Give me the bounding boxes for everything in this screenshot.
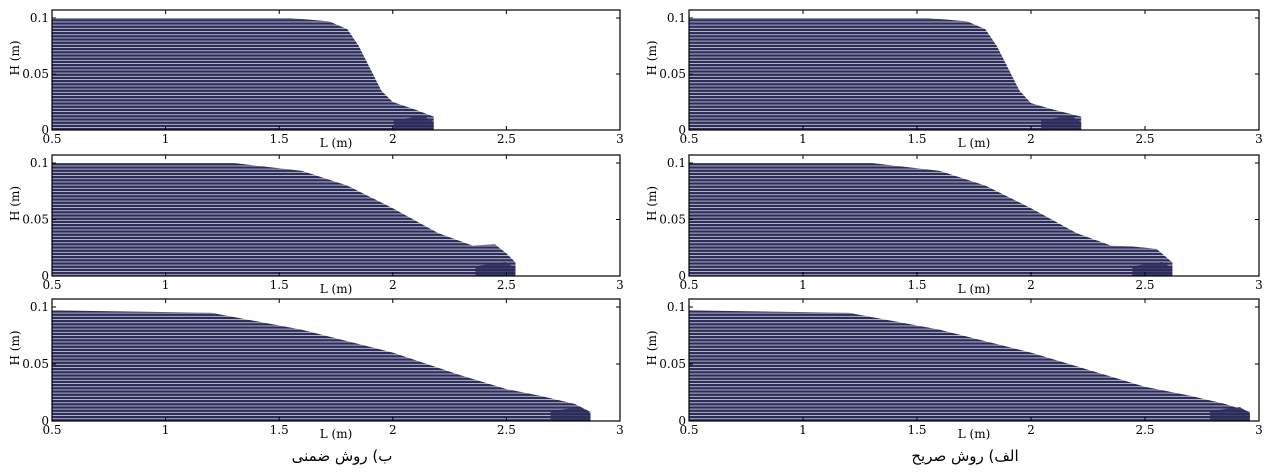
y-tick-label: 0 xyxy=(41,269,49,283)
x-tick-label: 2.5 xyxy=(497,423,516,437)
y-axis-label: H (m) xyxy=(8,40,22,75)
x-tick-label: 2 xyxy=(389,132,397,146)
x-tick-label: 2 xyxy=(389,278,397,292)
x-axis-label: L (m) xyxy=(320,282,353,296)
plot-frame xyxy=(688,154,1260,277)
y-tick-label: 0.05 xyxy=(22,213,49,227)
x-tick-label: 1.5 xyxy=(907,132,926,146)
x-tick-label: 0.5 xyxy=(42,278,61,292)
y-tick-label: 0.05 xyxy=(659,357,686,371)
y-tick-label: 0.05 xyxy=(659,67,686,81)
x-tick-label: 2 xyxy=(389,423,397,437)
y-axis-label: H (m) xyxy=(645,330,659,365)
x-tick-label: 3 xyxy=(1255,132,1263,146)
y-tick-label: 0.05 xyxy=(22,357,49,371)
x-tick-label: 3 xyxy=(1255,423,1263,437)
y-tick-label: 0.1 xyxy=(30,300,49,314)
x-tick-label: 3 xyxy=(616,423,624,437)
panels: 0.5 1 1.5 2 2.5 3 0 0.05 0.1 L (m) H (m) 0.5 1 1.5 2 2.… xyxy=(8,9,1263,441)
x-tick-label: 2.5 xyxy=(1135,423,1154,437)
y-tick-label: 0.05 xyxy=(659,213,686,227)
x-tick-label: 3 xyxy=(616,278,624,292)
x-axis-label: L (m) xyxy=(320,427,353,441)
y-tick-label: 0.1 xyxy=(30,11,49,25)
x-axis-label: L (m) xyxy=(958,282,991,296)
caption-implicit-method: ب) روش ضمنی xyxy=(291,447,393,465)
particle-region xyxy=(689,18,1082,130)
x-tick-label: 0.5 xyxy=(679,132,698,146)
y-axis-label: H (m) xyxy=(645,186,659,221)
panel-implicit-2: 0.5 1 1.5 2 2.5 3 0 0.05 0.1 L (m) H (m) xyxy=(8,154,624,296)
y-tick-label: 0 xyxy=(41,414,49,428)
y-tick-label: 0 xyxy=(678,123,686,137)
y-tick-label: 0.1 xyxy=(667,11,686,25)
x-tick-label: 1.5 xyxy=(270,423,289,437)
x-tick-label: 3 xyxy=(1255,278,1263,292)
x-tick-label: 1 xyxy=(799,278,807,292)
particle-front xyxy=(1132,262,1173,276)
x-tick-label: 1 xyxy=(799,132,807,146)
x-tick-label: 2.5 xyxy=(497,278,516,292)
x-tick-label: 2.5 xyxy=(1135,132,1154,146)
x-axis-label: L (m) xyxy=(320,136,353,150)
x-axis-label: L (m) xyxy=(958,136,991,150)
plot-frame xyxy=(51,154,621,277)
plot-frame xyxy=(51,298,621,422)
x-tick-label: 1.5 xyxy=(907,278,926,292)
x-tick-label: 2 xyxy=(1027,278,1035,292)
x-tick-label: 3 xyxy=(616,132,624,146)
y-tick-label: 0 xyxy=(678,269,686,283)
y-tick-label: 0.1 xyxy=(667,300,686,314)
plot-frame xyxy=(688,298,1260,422)
particle-front xyxy=(475,262,516,276)
x-tick-label: 0.5 xyxy=(42,132,61,146)
x-tick-label: 2 xyxy=(1027,132,1035,146)
x-tick-label: 2.5 xyxy=(1135,278,1154,292)
plot-frame xyxy=(688,9,1260,131)
x-tick-label: 1 xyxy=(799,423,807,437)
particle-region xyxy=(52,18,434,130)
caption-explicit-method: الف) روش صریح xyxy=(911,447,1019,465)
particle-region xyxy=(52,310,591,421)
y-tick-label: 0 xyxy=(678,414,686,428)
particle-region xyxy=(52,163,516,276)
y-axis-label: H (m) xyxy=(645,40,659,75)
x-tick-label: 1.5 xyxy=(270,278,289,292)
x-tick-label: 2 xyxy=(1027,423,1035,437)
x-tick-label: 0.5 xyxy=(42,423,61,437)
particle-front xyxy=(550,407,591,421)
y-tick-label: 0.05 xyxy=(22,67,49,81)
x-tick-label: 0.5 xyxy=(679,278,698,292)
x-tick-label: 1.5 xyxy=(270,132,289,146)
x-tick-label: 1 xyxy=(162,132,170,146)
y-axis-label: H (m) xyxy=(8,186,22,221)
x-tick-label: 1.5 xyxy=(907,423,926,437)
x-tick-label: 2.5 xyxy=(497,132,516,146)
x-tick-label: 1 xyxy=(162,423,170,437)
y-tick-label: 0 xyxy=(41,123,49,137)
panel-implicit-1: 0.5 1 1.5 2 2.5 3 0 0.05 0.1 L (m) H (m) xyxy=(8,9,624,150)
x-axis-label: L (m) xyxy=(958,427,991,441)
particle-front xyxy=(1041,116,1082,130)
y-tick-label: 0.1 xyxy=(30,156,49,170)
panel-implicit-3: 0.5 1 1.5 2 2.5 3 0 0.05 0.1 L (m) H (m) xyxy=(8,298,624,441)
y-tick-label: 0.1 xyxy=(667,156,686,170)
panel-explicit-1: 0.5 1 1.5 2 2.5 3 0 0.05 0.1 L (m) H (m) xyxy=(645,9,1263,150)
plot-frame xyxy=(51,9,621,131)
particle-region xyxy=(689,163,1173,276)
particle-region xyxy=(689,310,1250,421)
panel-explicit-2: 0.5 1 1.5 2 2.5 3 0 0.05 0.1 L (m) H (m) xyxy=(645,154,1263,296)
particle-front xyxy=(1209,407,1250,421)
y-axis-label: H (m) xyxy=(8,330,22,365)
x-tick-label: 0.5 xyxy=(679,423,698,437)
panel-explicit-3: 0.5 1 1.5 2 2.5 3 0 0.05 0.1 L (m) H (m) xyxy=(645,298,1263,441)
x-tick-label: 1 xyxy=(162,278,170,292)
particle-front xyxy=(393,116,434,130)
